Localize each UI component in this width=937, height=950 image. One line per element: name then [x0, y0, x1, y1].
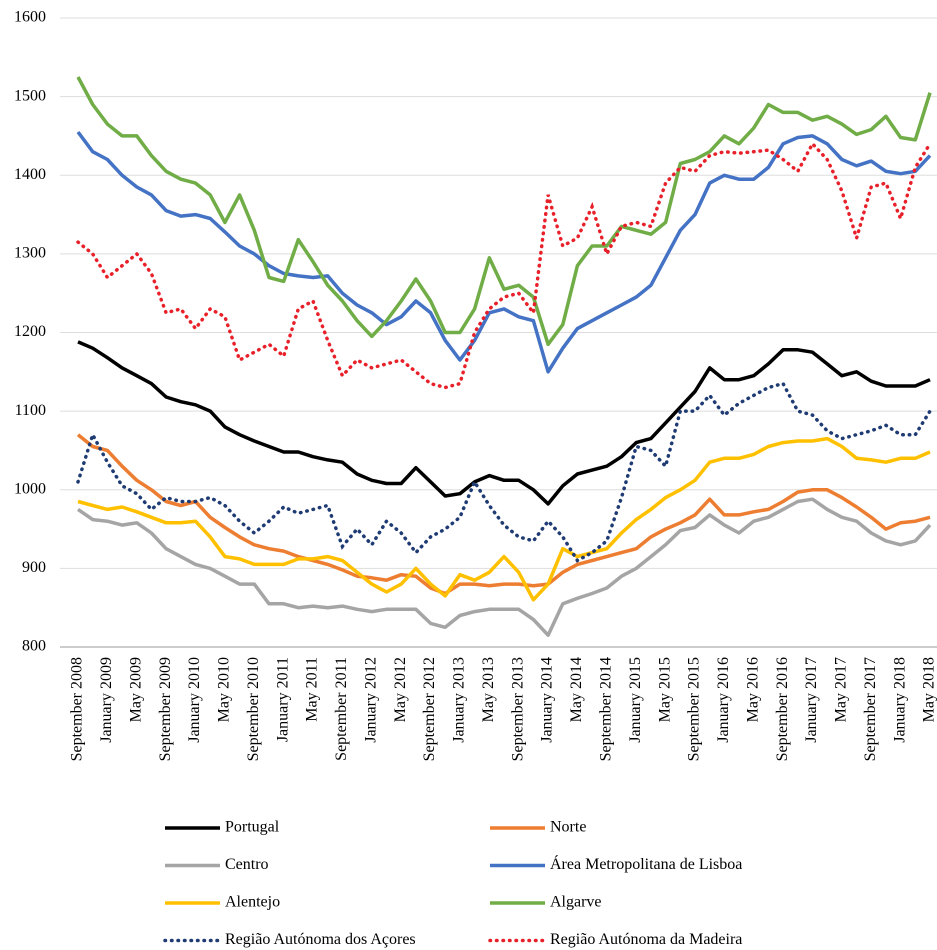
x-tick-label: September 2010 [245, 657, 262, 761]
y-tick-label: 800 [22, 638, 46, 655]
legend-label: Algarve [550, 894, 602, 911]
legend-label: Portugal [225, 819, 280, 836]
x-tick-label: May 2016 [744, 657, 761, 722]
x-tick-label: May 2014 [568, 657, 585, 722]
x-tick-label: May 2012 [392, 657, 409, 722]
x-tick-label: May 2015 [656, 657, 673, 722]
y-tick-label: 1500 [14, 87, 46, 104]
y-tick-label: 1100 [15, 402, 46, 419]
series-line [76, 130, 932, 374]
x-tick-label: September 2016 [774, 657, 791, 761]
x-tick-label: September 2008 [69, 657, 86, 761]
legend-label: Alentejo [225, 894, 280, 911]
x-tick-label: May 2010 [216, 657, 233, 722]
legend-label: Norte [550, 819, 586, 836]
x-tick-label: January 2018 [891, 657, 908, 743]
x-tick-label: January 2014 [539, 657, 556, 743]
series-line [77, 497, 932, 637]
y-tick-label: 1300 [14, 245, 46, 262]
x-tick-label: May 2018 [921, 657, 937, 722]
x-tick-label: May 2009 [127, 657, 144, 722]
x-tick-label: September 2011 [333, 657, 350, 761]
legend-label: Região Autónoma da Madeira [550, 931, 742, 948]
y-tick-label: 1600 [14, 9, 46, 26]
series-line [77, 436, 931, 602]
x-tick-label: September 2012 [421, 657, 438, 761]
x-tick-label: September 2014 [597, 657, 614, 761]
legend-label: Região Autónoma dos Açores [225, 931, 416, 948]
x-tick-label: January 2011 [274, 657, 291, 742]
legend-label: Área Metropolitana de Lisboa [550, 854, 742, 873]
series-line [76, 433, 931, 596]
y-tick-label: 900 [22, 559, 46, 576]
x-tick-label: January 2015 [627, 657, 644, 743]
x-tick-label: January 2010 [186, 657, 203, 743]
x-tick-label: May 2011 [304, 657, 321, 722]
x-tick-label: September 2017 [862, 657, 879, 761]
x-tick-label: January 2017 [803, 657, 820, 743]
y-tick-label: 1000 [14, 480, 46, 497]
x-tick-label: September 2013 [509, 657, 526, 761]
series-line [76, 140, 932, 390]
y-tick-label: 1200 [14, 323, 46, 340]
x-tick-label: January 2012 [362, 657, 379, 743]
x-tick-label: September 2015 [686, 657, 703, 761]
x-tick-label: May 2013 [480, 657, 497, 722]
x-tick-label: September 2009 [157, 657, 174, 761]
series-line [76, 381, 932, 563]
x-tick-label: January 2009 [98, 657, 115, 743]
x-tick-label: May 2017 [833, 657, 850, 722]
legend-label: Centro [225, 856, 269, 873]
series-line [76, 76, 932, 347]
y-tick-label: 1400 [14, 166, 46, 183]
x-tick-label: January 2016 [715, 657, 732, 743]
series-line [77, 340, 931, 506]
x-tick-label: January 2013 [451, 657, 468, 743]
